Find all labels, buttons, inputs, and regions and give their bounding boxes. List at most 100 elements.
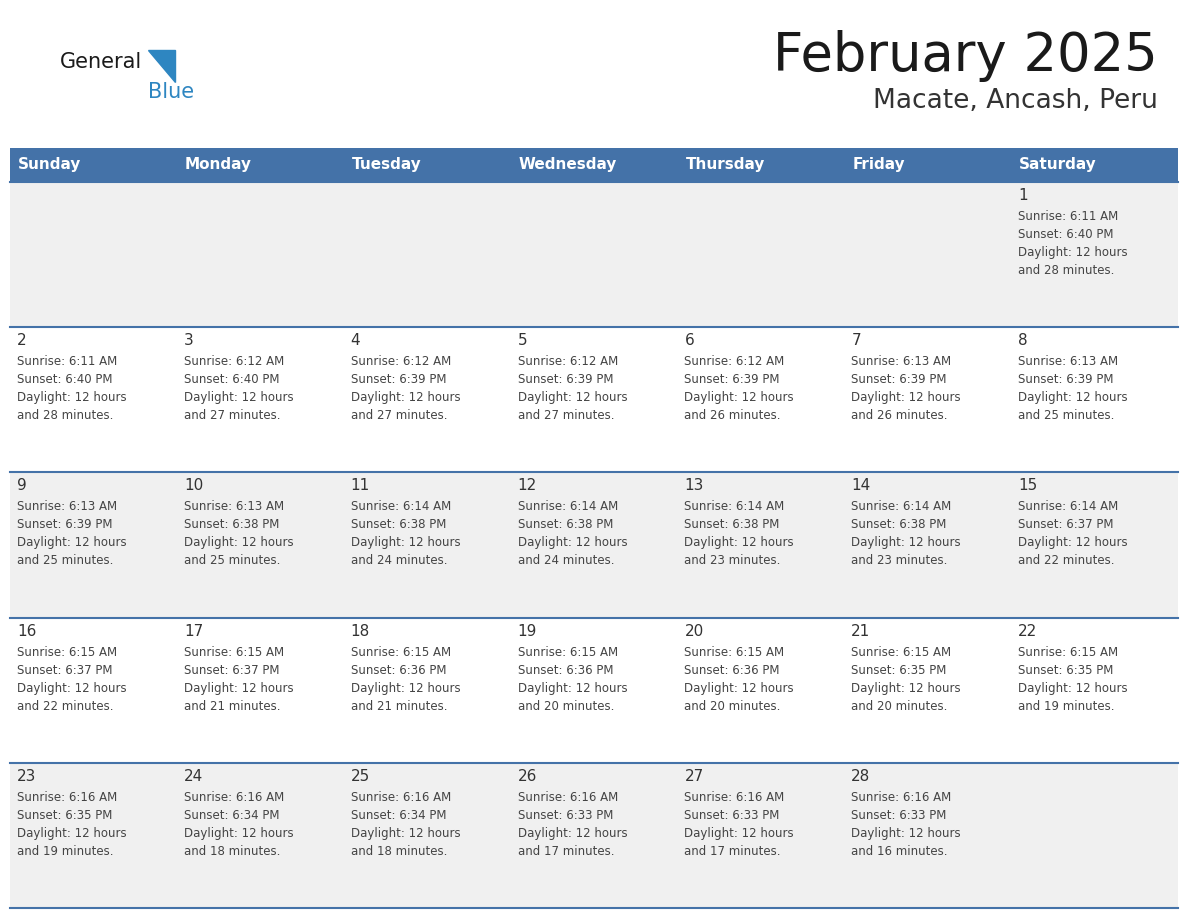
Text: 23: 23 [17, 768, 37, 784]
Text: Sunset: 6:33 PM: Sunset: 6:33 PM [852, 809, 947, 822]
Bar [343, 148, 511, 182]
Text: 21: 21 [852, 623, 871, 639]
Text: Daylight: 12 hours: Daylight: 12 hours [350, 827, 460, 840]
Bar [177, 473, 343, 618]
Text: Daylight: 12 hours: Daylight: 12 hours [852, 827, 961, 840]
Text: Sunrise: 6:13 AM: Sunrise: 6:13 AM [1018, 355, 1118, 368]
Text: and 20 minutes.: and 20 minutes. [852, 700, 948, 712]
Text: Sunset: 6:40 PM: Sunset: 6:40 PM [1018, 228, 1113, 241]
Text: Daylight: 12 hours: Daylight: 12 hours [184, 536, 293, 549]
Text: Sunrise: 6:14 AM: Sunrise: 6:14 AM [350, 500, 451, 513]
Text: Sunrise: 6:12 AM: Sunrise: 6:12 AM [184, 355, 284, 368]
Text: Sunset: 6:40 PM: Sunset: 6:40 PM [184, 374, 279, 386]
Text: Daylight: 12 hours: Daylight: 12 hours [684, 681, 794, 695]
Bar [677, 327, 845, 473]
Bar [845, 182, 1011, 327]
Text: Daylight: 12 hours: Daylight: 12 hours [852, 391, 961, 404]
Text: 14: 14 [852, 478, 871, 493]
Text: and 22 minutes.: and 22 minutes. [1018, 554, 1114, 567]
Bar [177, 618, 343, 763]
Text: Daylight: 12 hours: Daylight: 12 hours [17, 536, 127, 549]
Text: Daylight: 12 hours: Daylight: 12 hours [518, 391, 627, 404]
Text: and 20 minutes.: and 20 minutes. [518, 700, 614, 712]
Bar [343, 473, 511, 618]
Text: Sunset: 6:33 PM: Sunset: 6:33 PM [684, 809, 779, 822]
Text: 11: 11 [350, 478, 369, 493]
Bar [10, 763, 177, 908]
Bar [177, 763, 343, 908]
Text: Sunrise: 6:16 AM: Sunrise: 6:16 AM [17, 790, 118, 804]
Text: Daylight: 12 hours: Daylight: 12 hours [852, 681, 961, 695]
Text: and 25 minutes.: and 25 minutes. [184, 554, 280, 567]
Text: and 28 minutes.: and 28 minutes. [1018, 264, 1114, 277]
Bar [10, 618, 177, 763]
Bar [677, 182, 845, 327]
Text: and 26 minutes.: and 26 minutes. [852, 409, 948, 422]
Text: and 19 minutes.: and 19 minutes. [1018, 700, 1114, 712]
Text: Sunset: 6:39 PM: Sunset: 6:39 PM [518, 374, 613, 386]
Text: and 19 minutes.: and 19 minutes. [17, 845, 114, 857]
Text: Daylight: 12 hours: Daylight: 12 hours [1018, 681, 1127, 695]
Text: 20: 20 [684, 623, 703, 639]
Text: Daylight: 12 hours: Daylight: 12 hours [518, 536, 627, 549]
Text: Sunrise: 6:13 AM: Sunrise: 6:13 AM [184, 500, 284, 513]
Text: Daylight: 12 hours: Daylight: 12 hours [518, 681, 627, 695]
Text: 27: 27 [684, 768, 703, 784]
Bar [677, 473, 845, 618]
Text: Daylight: 12 hours: Daylight: 12 hours [350, 536, 460, 549]
Bar [511, 763, 677, 908]
Text: Sunrise: 6:15 AM: Sunrise: 6:15 AM [1018, 645, 1118, 658]
Text: 24: 24 [184, 768, 203, 784]
Bar [10, 148, 177, 182]
Text: Sunset: 6:39 PM: Sunset: 6:39 PM [1018, 374, 1113, 386]
Text: 6: 6 [684, 333, 694, 348]
Text: and 23 minutes.: and 23 minutes. [684, 554, 781, 567]
Text: Sunrise: 6:14 AM: Sunrise: 6:14 AM [518, 500, 618, 513]
Text: 17: 17 [184, 623, 203, 639]
Text: Sunrise: 6:12 AM: Sunrise: 6:12 AM [518, 355, 618, 368]
Text: Sunset: 6:38 PM: Sunset: 6:38 PM [350, 519, 446, 532]
Text: 8: 8 [1018, 333, 1028, 348]
Text: Sunrise: 6:13 AM: Sunrise: 6:13 AM [852, 355, 952, 368]
Text: Sunrise: 6:14 AM: Sunrise: 6:14 AM [1018, 500, 1118, 513]
Bar [511, 182, 677, 327]
Text: and 22 minutes.: and 22 minutes. [17, 700, 114, 712]
Text: Sunset: 6:36 PM: Sunset: 6:36 PM [518, 664, 613, 677]
Text: 9: 9 [17, 478, 27, 493]
Bar [845, 763, 1011, 908]
Text: Daylight: 12 hours: Daylight: 12 hours [350, 391, 460, 404]
Text: 15: 15 [1018, 478, 1037, 493]
Bar [1011, 618, 1178, 763]
Text: General: General [61, 52, 143, 72]
Bar [677, 618, 845, 763]
Text: Daylight: 12 hours: Daylight: 12 hours [17, 827, 127, 840]
Text: Saturday: Saturday [1019, 158, 1097, 173]
Text: Sunset: 6:37 PM: Sunset: 6:37 PM [184, 664, 279, 677]
Text: 18: 18 [350, 623, 369, 639]
Text: Friday: Friday [852, 158, 905, 173]
Bar [343, 618, 511, 763]
Text: Sunset: 6:37 PM: Sunset: 6:37 PM [1018, 519, 1113, 532]
Text: 3: 3 [184, 333, 194, 348]
Text: Sunrise: 6:12 AM: Sunrise: 6:12 AM [350, 355, 451, 368]
Text: Sunset: 6:35 PM: Sunset: 6:35 PM [17, 809, 113, 822]
Text: and 26 minutes.: and 26 minutes. [684, 409, 781, 422]
Polygon shape [148, 50, 175, 82]
Text: Sunrise: 6:15 AM: Sunrise: 6:15 AM [184, 645, 284, 658]
Text: Daylight: 12 hours: Daylight: 12 hours [17, 681, 127, 695]
Text: Sunset: 6:36 PM: Sunset: 6:36 PM [684, 664, 781, 677]
Bar [845, 327, 1011, 473]
Text: Monday: Monday [185, 158, 252, 173]
Text: and 18 minutes.: and 18 minutes. [184, 845, 280, 857]
Text: 2: 2 [17, 333, 26, 348]
Bar [1011, 148, 1178, 182]
Text: and 28 minutes.: and 28 minutes. [17, 409, 113, 422]
Text: Sunset: 6:36 PM: Sunset: 6:36 PM [350, 664, 447, 677]
Bar [10, 473, 177, 618]
Bar [845, 618, 1011, 763]
Text: and 25 minutes.: and 25 minutes. [1018, 409, 1114, 422]
Text: Sunday: Sunday [18, 158, 81, 173]
Text: and 24 minutes.: and 24 minutes. [518, 554, 614, 567]
Bar [10, 327, 177, 473]
Text: February 2025: February 2025 [773, 30, 1158, 82]
